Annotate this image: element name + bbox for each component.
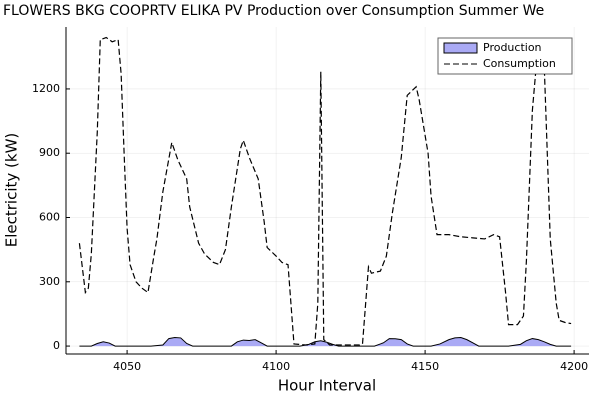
chart-title: FLOWERS BKG COOPRTV ELIKA PV Production … bbox=[3, 3, 544, 19]
legend-swatch bbox=[443, 42, 478, 54]
x-tick-label: 4050 bbox=[113, 360, 141, 373]
area bbox=[79, 337, 572, 347]
y-tick-label: 0 bbox=[53, 339, 60, 352]
y-tick-label: 600 bbox=[39, 211, 60, 224]
x-axis-label: Hour Interval bbox=[278, 377, 376, 395]
area-line bbox=[79, 336, 572, 347]
x-tick-label: 4100 bbox=[262, 360, 290, 373]
legend-label: Production bbox=[483, 41, 542, 54]
legend-label: Consumption bbox=[483, 57, 556, 70]
y-tick-label: 300 bbox=[39, 275, 60, 288]
y-tick-label: 900 bbox=[39, 146, 60, 159]
y-tick-label: 1200 bbox=[32, 82, 60, 95]
y-axis-label: Electricity (kW) bbox=[3, 133, 21, 248]
x-tick-label: 4200 bbox=[560, 360, 588, 373]
line bbox=[78, 36, 572, 346]
x-tick-label: 4150 bbox=[411, 360, 439, 373]
